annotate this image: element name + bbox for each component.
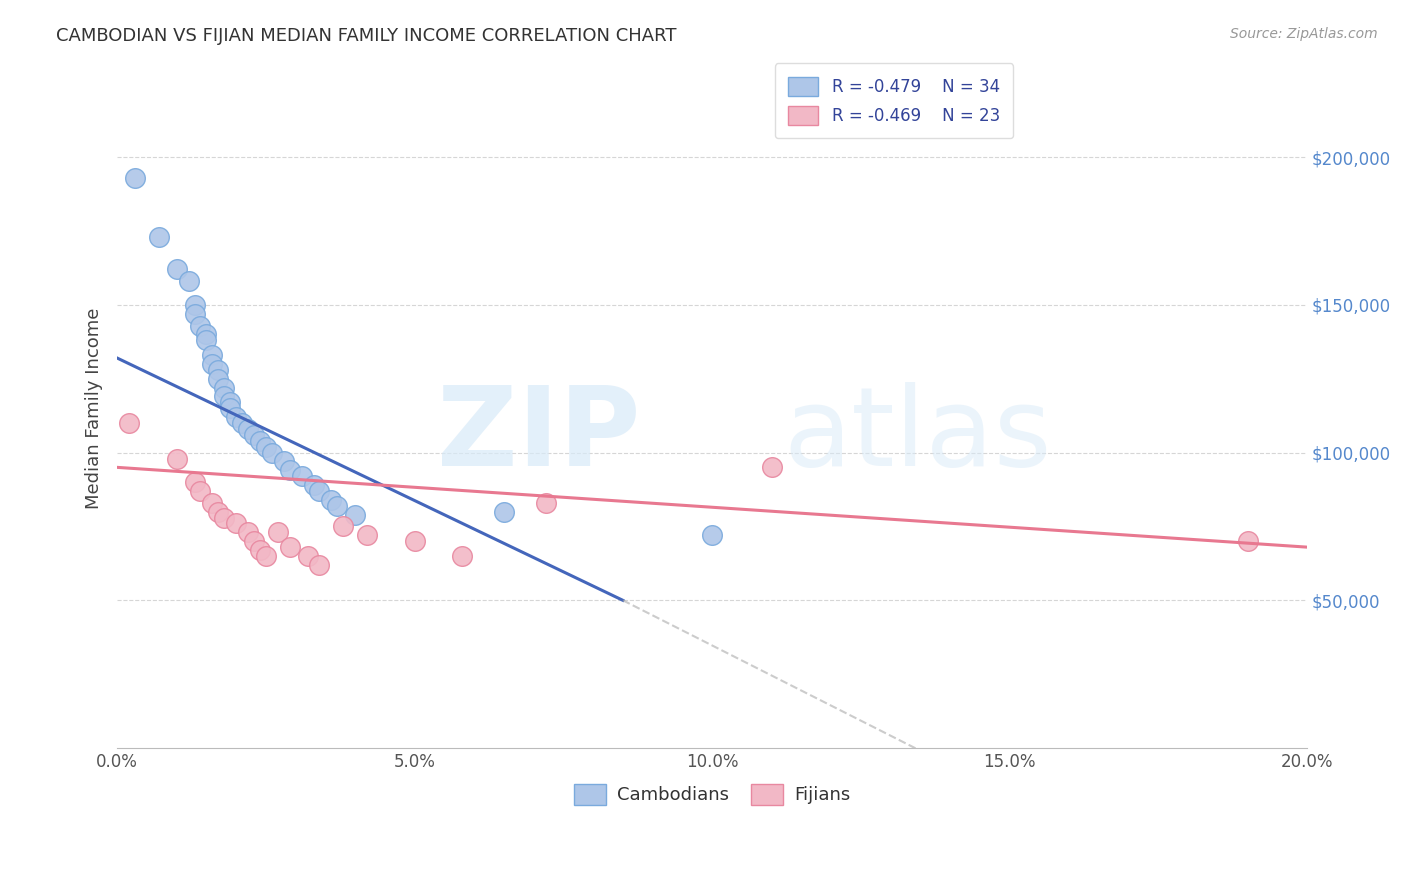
Point [321, 492, 343, 507]
Point [492, 505, 515, 519]
Point [148, 230, 170, 244]
Point [231, 416, 253, 430]
Point [254, 440, 277, 454]
Point [267, 525, 290, 540]
Point [118, 416, 141, 430]
Point [207, 505, 229, 519]
Point [177, 274, 200, 288]
Point [260, 445, 283, 459]
Point [207, 372, 229, 386]
Point [195, 334, 218, 348]
Point [451, 549, 474, 563]
Point [214, 381, 236, 395]
Point [302, 478, 325, 492]
Point [291, 469, 314, 483]
Point [243, 534, 266, 549]
Point [534, 496, 557, 510]
Point [166, 262, 188, 277]
Point [273, 454, 295, 468]
Point [404, 534, 426, 549]
Text: ZIP: ZIP [437, 382, 641, 489]
Point [332, 519, 354, 533]
Point [207, 363, 229, 377]
Text: CAMBODIAN VS FIJIAN MEDIAN FAMILY INCOME CORRELATION CHART: CAMBODIAN VS FIJIAN MEDIAN FAMILY INCOME… [56, 27, 676, 45]
Point [308, 558, 330, 572]
Point [195, 327, 218, 342]
Point [201, 496, 224, 510]
Point [249, 434, 271, 448]
Point [190, 318, 212, 333]
Point [249, 543, 271, 558]
Point [166, 451, 188, 466]
Point [214, 389, 236, 403]
Point [183, 298, 205, 312]
Point [201, 357, 224, 371]
Point [1236, 534, 1258, 549]
Point [344, 508, 367, 522]
Point [183, 307, 205, 321]
Point [219, 401, 242, 416]
Point [278, 540, 301, 554]
Text: Source: ZipAtlas.com: Source: ZipAtlas.com [1230, 27, 1378, 41]
Point [225, 516, 247, 531]
Point [201, 348, 224, 362]
Point [297, 549, 319, 563]
Y-axis label: Median Family Income: Median Family Income [86, 308, 103, 509]
Legend: Cambodians, Fijians: Cambodians, Fijians [565, 775, 859, 814]
Point [308, 483, 330, 498]
Point [225, 410, 247, 425]
Point [124, 170, 146, 185]
Point [700, 528, 723, 542]
Point [190, 483, 212, 498]
Point [761, 460, 783, 475]
Point [219, 395, 242, 409]
Point [214, 510, 236, 524]
Point [278, 463, 301, 477]
Point [183, 475, 205, 490]
Text: atlas: atlas [783, 382, 1052, 489]
Point [236, 422, 259, 436]
Point [236, 525, 259, 540]
Point [356, 528, 378, 542]
Point [326, 499, 349, 513]
Point [243, 428, 266, 442]
Point [254, 549, 277, 563]
